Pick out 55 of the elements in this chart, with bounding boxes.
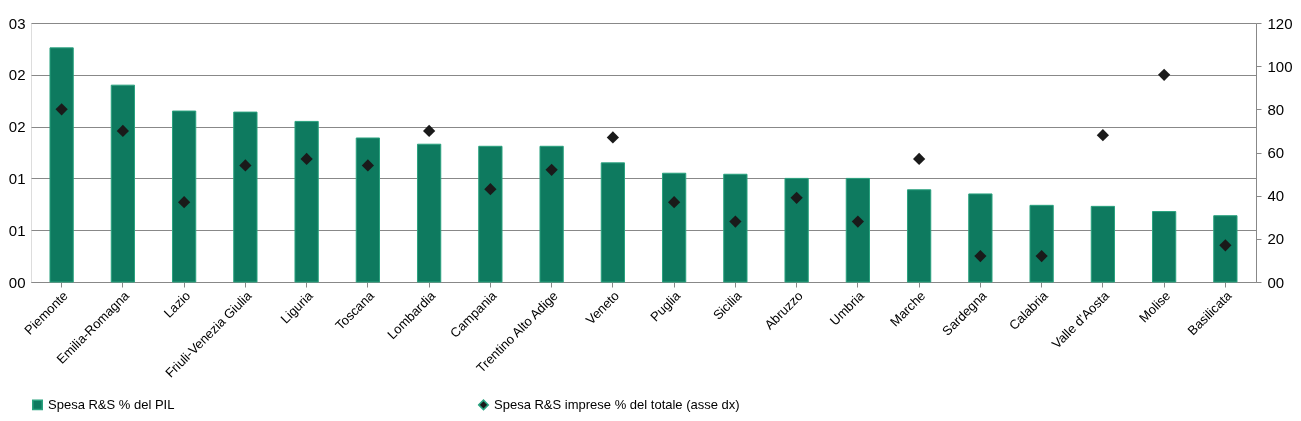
point — [851, 215, 864, 228]
bar — [1090, 205, 1116, 283]
point — [790, 191, 803, 204]
bar — [784, 177, 809, 283]
point — [423, 124, 436, 138]
y2-tick-label: 00 — [1267, 273, 1285, 291]
bar — [294, 120, 319, 283]
bar — [539, 145, 564, 283]
y-tick-label: 01 — [8, 221, 26, 239]
y-tick-label: 01 — [8, 169, 26, 187]
y2-tick-label: 40 — [1267, 187, 1285, 205]
bar — [355, 137, 381, 283]
bar — [1151, 211, 1177, 283]
bar — [968, 193, 993, 283]
y2-tick-label: 20 — [1267, 230, 1285, 248]
point — [729, 215, 742, 228]
y2-tick-label: 120 — [1267, 14, 1293, 32]
bar — [1213, 215, 1238, 283]
point — [55, 103, 68, 116]
bar — [845, 177, 871, 283]
point — [1035, 249, 1048, 263]
y2-tick-label: 60 — [1267, 144, 1285, 161]
y2-tick-label: 100 — [1267, 57, 1293, 75]
bar — [1029, 204, 1054, 283]
y-tick-label: 02 — [8, 118, 26, 136]
point — [116, 124, 129, 138]
bar — [49, 47, 74, 283]
bar — [600, 162, 626, 283]
point — [361, 159, 374, 172]
point — [606, 131, 619, 144]
bar — [416, 143, 442, 283]
point — [913, 152, 926, 166]
bar — [478, 145, 503, 283]
bar — [110, 84, 136, 283]
bar — [661, 172, 687, 283]
bar — [233, 111, 258, 283]
legend-label: Spesa R&S % del PIL — [48, 396, 175, 412]
y-tick-label: 00 — [8, 273, 26, 291]
point — [178, 196, 191, 209]
legend-label: Spesa R&S imprese % del totale (asse dx) — [494, 396, 740, 412]
point — [1096, 129, 1109, 142]
point — [300, 152, 313, 166]
point — [668, 196, 681, 209]
y-tick-label: 02 — [8, 66, 26, 84]
point — [239, 159, 252, 172]
y-tick-label: 03 — [8, 14, 26, 32]
bar — [906, 189, 932, 283]
bar — [723, 173, 748, 283]
bar — [171, 110, 197, 283]
point — [484, 183, 497, 196]
point — [974, 249, 987, 263]
point — [545, 163, 558, 176]
point — [1219, 239, 1232, 252]
point — [1158, 68, 1171, 81]
y2-tick-label: 80 — [1267, 100, 1285, 118]
